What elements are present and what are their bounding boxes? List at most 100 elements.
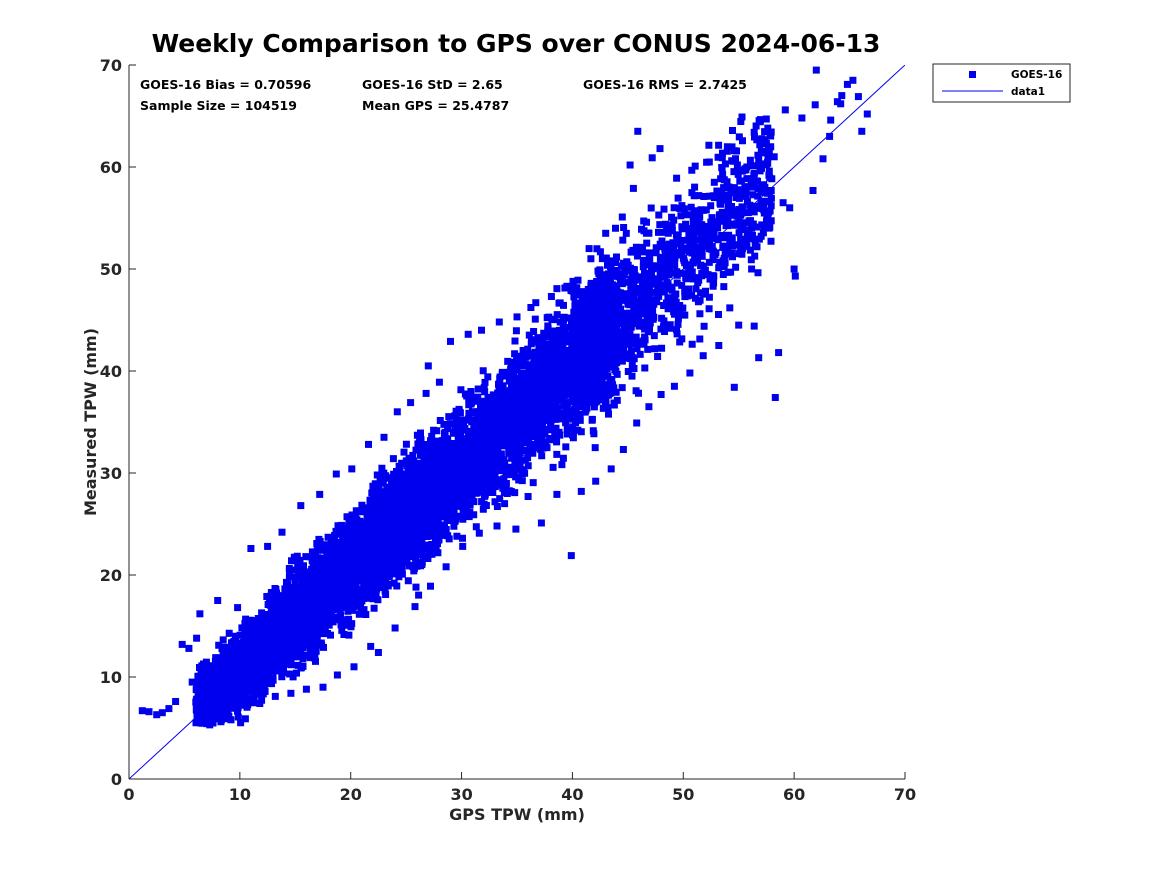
- scatter-point: [442, 563, 450, 571]
- scatter-point: [495, 318, 503, 326]
- scatter-point: [407, 399, 415, 407]
- scatter-point: [316, 490, 324, 498]
- scatter-point: [791, 272, 799, 280]
- scatter-point: [781, 106, 789, 114]
- scatter-point: [411, 603, 419, 611]
- scatter-point: [863, 110, 871, 118]
- annotation-rms: GOES-16 RMS = 2.7425: [583, 77, 747, 92]
- scatter-point: [227, 716, 235, 724]
- line-series-data1: [129, 65, 905, 779]
- scatter-point: [730, 147, 738, 155]
- scatter-point: [302, 685, 310, 693]
- scatter-point: [427, 582, 434, 590]
- scatter-point: [755, 354, 763, 362]
- scatter-point: [673, 174, 681, 182]
- scatter-point: [332, 470, 340, 478]
- scatter-point: [567, 552, 575, 560]
- scatter-point: [771, 394, 779, 401]
- scatter-point: [393, 408, 401, 416]
- scatter-point: [447, 337, 454, 345]
- scatter-point: [715, 342, 723, 349]
- scatter-point: [648, 154, 656, 162]
- scatter-point: [629, 184, 637, 192]
- y-tick-label: 20: [100, 566, 122, 585]
- scatter-point: [775, 349, 783, 357]
- legend-label-goes16: GOES-16: [1011, 69, 1062, 81]
- y-tick-label: 0: [111, 770, 122, 789]
- scatter-density-cloud: [192, 115, 776, 729]
- legend: GOES-16 data1: [932, 63, 1071, 103]
- scatter-point: [618, 213, 626, 221]
- scatter-point: [319, 683, 327, 691]
- scatter-point: [138, 707, 146, 715]
- scatter-point: [256, 700, 264, 707]
- scatter-series-goes16: [138, 66, 871, 726]
- scatter-point: [827, 116, 835, 124]
- scatter-point: [699, 352, 707, 360]
- scatter-point: [350, 663, 358, 671]
- scatter-point: [264, 542, 272, 550]
- scatter-point: [193, 634, 201, 642]
- scatter-point: [809, 187, 817, 194]
- annotation-sample-size: Sample Size = 104519: [140, 98, 297, 113]
- scatter-point: [563, 282, 571, 290]
- scatter-point: [478, 326, 485, 334]
- scatter-point: [735, 321, 743, 329]
- scatter-point: [634, 127, 642, 135]
- reference-line: [129, 65, 905, 779]
- scatter-point: [374, 649, 382, 656]
- x-tick-label: 60: [783, 785, 805, 804]
- scatter-point: [145, 708, 153, 716]
- x-tick-label: 0: [123, 785, 134, 804]
- scatter-point: [858, 127, 866, 135]
- scatter-point: [619, 446, 627, 453]
- scatter-point: [178, 640, 186, 648]
- y-axis-title: Measured TPW (mm): [81, 328, 100, 516]
- scatter-point: [854, 93, 862, 101]
- stats-annotations: GOES-16 Bias = 0.70596 GOES-16 StD = 2.6…: [140, 77, 747, 113]
- scatter-point: [196, 610, 204, 618]
- scatter-point: [206, 718, 214, 726]
- scatter-point: [730, 383, 738, 391]
- y-axis-ticks: 0 10 20 30 40 50 60 70: [100, 56, 136, 789]
- scatter-point: [607, 465, 615, 473]
- annotation-std: GOES-16 StD = 2.65: [362, 77, 503, 92]
- x-tick-label: 70: [894, 785, 916, 804]
- scatter-point: [750, 322, 758, 330]
- scatter-point: [475, 529, 483, 537]
- scatter-point: [459, 542, 467, 550]
- scatter-point: [750, 128, 758, 136]
- scatter-point: [790, 265, 798, 273]
- scatter-point: [391, 624, 399, 632]
- scatter-point: [786, 204, 794, 212]
- legend-box: [932, 63, 1071, 103]
- scatter-point: [532, 299, 540, 307]
- scatter-point: [762, 140, 770, 147]
- y-tick-label: 70: [100, 56, 122, 75]
- scatter-point: [838, 92, 846, 100]
- scatter-point: [241, 715, 249, 723]
- scatter-point: [348, 465, 356, 473]
- scatter-point: [278, 528, 286, 536]
- x-axis-title: GPS TPW (mm): [449, 805, 585, 824]
- scatter-point: [188, 678, 196, 686]
- axes: 0 10 20 30 40 50 60 70 0 10 20 30 40 50 60 70: [100, 56, 916, 804]
- scatter-point: [365, 440, 372, 448]
- scatter-point: [710, 178, 718, 186]
- annotation-bias: GOES-16 Bias = 0.70596: [140, 77, 311, 92]
- scatter-point: [695, 192, 703, 200]
- scatter-point: [422, 389, 430, 397]
- scatter-point: [686, 369, 694, 377]
- scatter-point: [811, 101, 819, 109]
- y-tick-label: 10: [100, 668, 122, 687]
- y-tick-label: 40: [100, 362, 122, 381]
- scatter-point: [626, 161, 634, 169]
- legend-label-data1: data1: [1011, 86, 1045, 98]
- scatter-point: [158, 709, 166, 717]
- scatter-point: [333, 671, 341, 679]
- x-tick-label: 10: [229, 785, 251, 804]
- x-tick-label: 20: [340, 785, 362, 804]
- scatter-point: [837, 100, 845, 108]
